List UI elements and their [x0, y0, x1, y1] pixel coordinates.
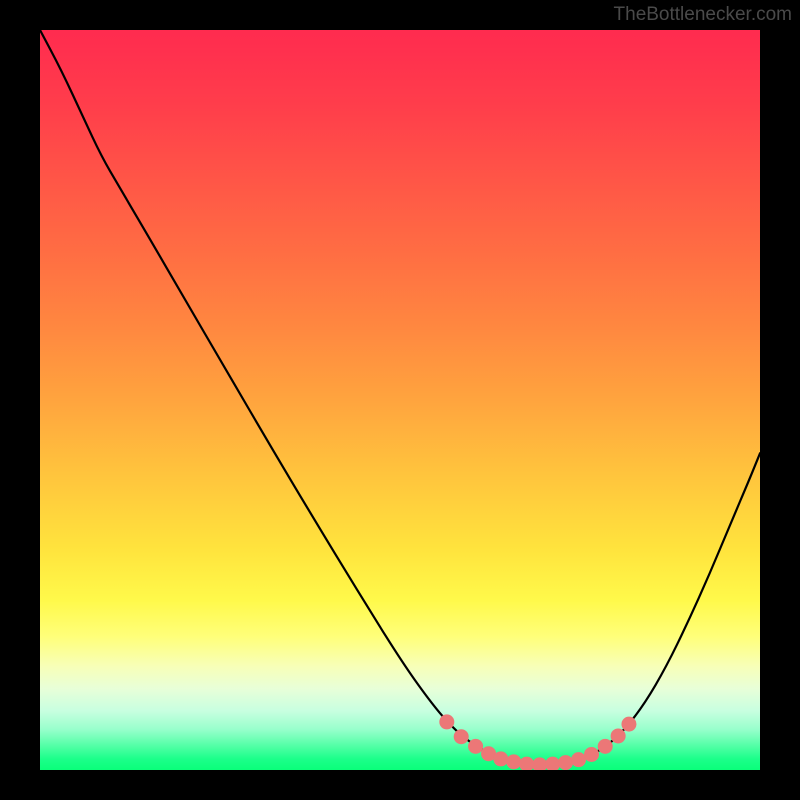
optimal-marker [584, 747, 599, 762]
optimal-marker [611, 728, 626, 743]
optimal-marker [493, 751, 508, 766]
optimal-marker [598, 739, 613, 754]
optimal-marker [468, 739, 483, 754]
optimal-marker [558, 755, 573, 770]
optimal-marker [439, 714, 454, 729]
optimal-marker [454, 729, 469, 744]
plot-svg [40, 30, 760, 770]
optimal-marker [621, 717, 636, 732]
optimal-marker [571, 752, 586, 767]
watermark-text: TheBottlenecker.com [614, 4, 792, 26]
chart-container: TheBottlenecker.com [0, 0, 800, 800]
optimal-marker [506, 754, 521, 769]
